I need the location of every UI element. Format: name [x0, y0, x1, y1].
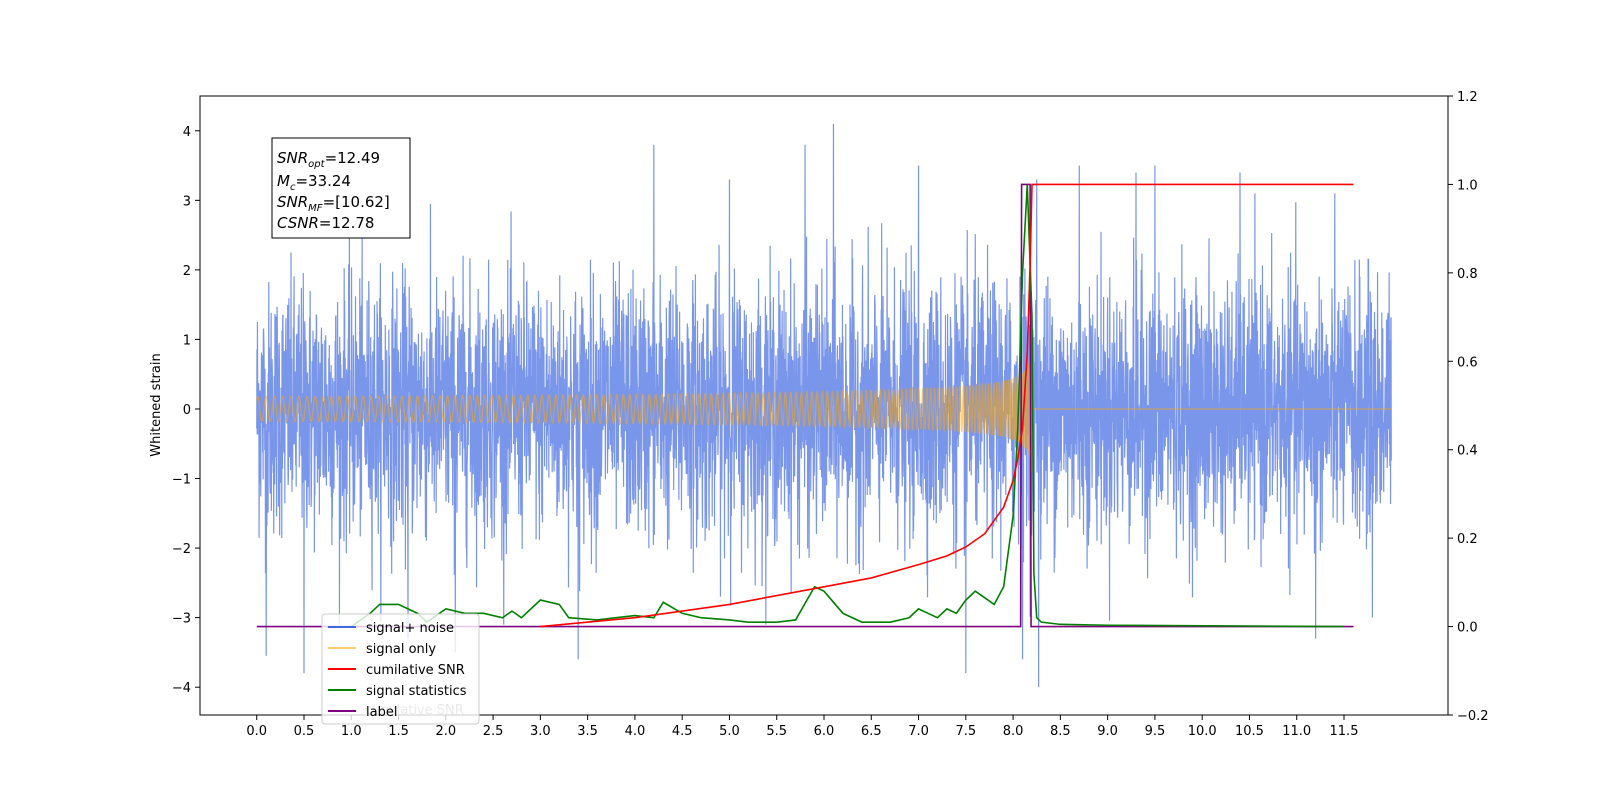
- legend-label: signal only: [366, 642, 436, 657]
- csnr-text: CSNR=12.78: [277, 214, 374, 232]
- legend-item: cumilative SNR: [328, 663, 465, 678]
- legend: cumilative SNR signal+ noise signal only c…: [321, 613, 480, 725]
- x-tick-label: 11.5: [1330, 724, 1359, 739]
- legend-label: signal statistics: [366, 684, 467, 699]
- y-axis-right: 1.2 1.0 0.8 0.6 0.4 0.2 0.0 −0.2: [1448, 90, 1489, 724]
- mc-text: Mc=33.24: [277, 172, 351, 193]
- series-signal-statistics-line: [350, 184, 1345, 628]
- x-tick-label: 5.0: [719, 724, 740, 739]
- snr-opt-text: SNRopt=12.49: [277, 149, 380, 170]
- y-tick-label: −1: [172, 473, 191, 488]
- legend-hidden-text: cumilative SNR: [365, 703, 464, 718]
- y-tick-label: −2: [172, 542, 191, 557]
- y-tick-label: 1: [183, 333, 191, 348]
- y-axis-label: Whitened strain: [149, 353, 164, 456]
- x-tick-label: 10.5: [1235, 724, 1264, 739]
- snr-mf-text: SNRMF=[10.62]: [277, 193, 390, 214]
- legend-item: signal only: [328, 642, 436, 657]
- x-tick-label: 3.5: [577, 724, 598, 739]
- series-signal-only-line: [256, 349, 1392, 473]
- y-tick-label: 4: [183, 125, 191, 140]
- x-tick-label: 3.0: [530, 724, 551, 739]
- y2-tick-label: −0.2: [1457, 709, 1489, 724]
- legend-item: signal+ noise: [328, 621, 454, 636]
- x-tick-label: 6.5: [861, 724, 882, 739]
- x-tick-label: 7.0: [908, 724, 929, 739]
- x-tick-label: 2.0: [435, 724, 456, 739]
- legend-item: signal statistics: [328, 684, 467, 699]
- series-label-line: [256, 183, 1354, 628]
- series-signal-noise-line: [256, 123, 1392, 688]
- y-tick-label: 3: [183, 194, 191, 209]
- legend-label: cumilative SNR: [366, 663, 465, 678]
- x-tick-label: 11.0: [1282, 724, 1311, 739]
- y-axis-left: 4 3 2 1 0 −1 −2 −3 −4: [172, 125, 200, 696]
- x-tick-label: 0.5: [294, 724, 315, 739]
- y2-tick-label: 0.6: [1457, 355, 1478, 370]
- x-tick-label: 2.5: [483, 724, 504, 739]
- x-tick-label: 4.5: [672, 724, 693, 739]
- y2-tick-label: 0.8: [1457, 267, 1478, 282]
- x-tick-label: 10.0: [1188, 724, 1217, 739]
- x-tick-label: 1.0: [341, 724, 362, 739]
- x-tick-label: 1.5: [388, 724, 409, 739]
- y2-tick-label: 0.0: [1457, 621, 1478, 636]
- y2-tick-label: 1.0: [1457, 178, 1478, 193]
- x-tick-label: 4.0: [625, 724, 646, 739]
- x-tick-label: 0.0: [246, 724, 267, 739]
- legend-label: label: [366, 705, 397, 720]
- y2-tick-label: 0.2: [1457, 532, 1478, 547]
- x-tick-label: 8.0: [1003, 724, 1024, 739]
- legend-label: signal+ noise: [366, 621, 454, 636]
- plot-area: [256, 123, 1392, 688]
- x-tick-label: 7.5: [955, 724, 976, 739]
- y-tick-label: −4: [172, 681, 191, 696]
- x-tick-label: 5.5: [766, 724, 787, 739]
- y-tick-label: −3: [172, 612, 191, 627]
- x-tick-label: 8.5: [1050, 724, 1071, 739]
- y2-tick-label: 0.4: [1457, 444, 1478, 459]
- series-cumulative-snr-line: [540, 183, 1354, 628]
- legend-item: label: [328, 705, 397, 720]
- x-tick-label: 9.5: [1145, 724, 1166, 739]
- y2-tick-label: 1.2: [1457, 90, 1478, 105]
- x-tick-label: 6.0: [814, 724, 835, 739]
- y-tick-label: 0: [183, 403, 191, 418]
- x-tick-label: 9.0: [1097, 724, 1118, 739]
- x-axis: 0.0 0.5 1.0 1.5 2.0 2.5 3.0 3.5 4.0 4.5 5.0 5.5 6.0 6…: [246, 715, 1358, 739]
- y-tick-label: 2: [183, 264, 191, 279]
- snr-annotation-box: SNRopt=12.49 Mc=33.24 SNRMF=[10.62] CSNR…: [271, 137, 411, 239]
